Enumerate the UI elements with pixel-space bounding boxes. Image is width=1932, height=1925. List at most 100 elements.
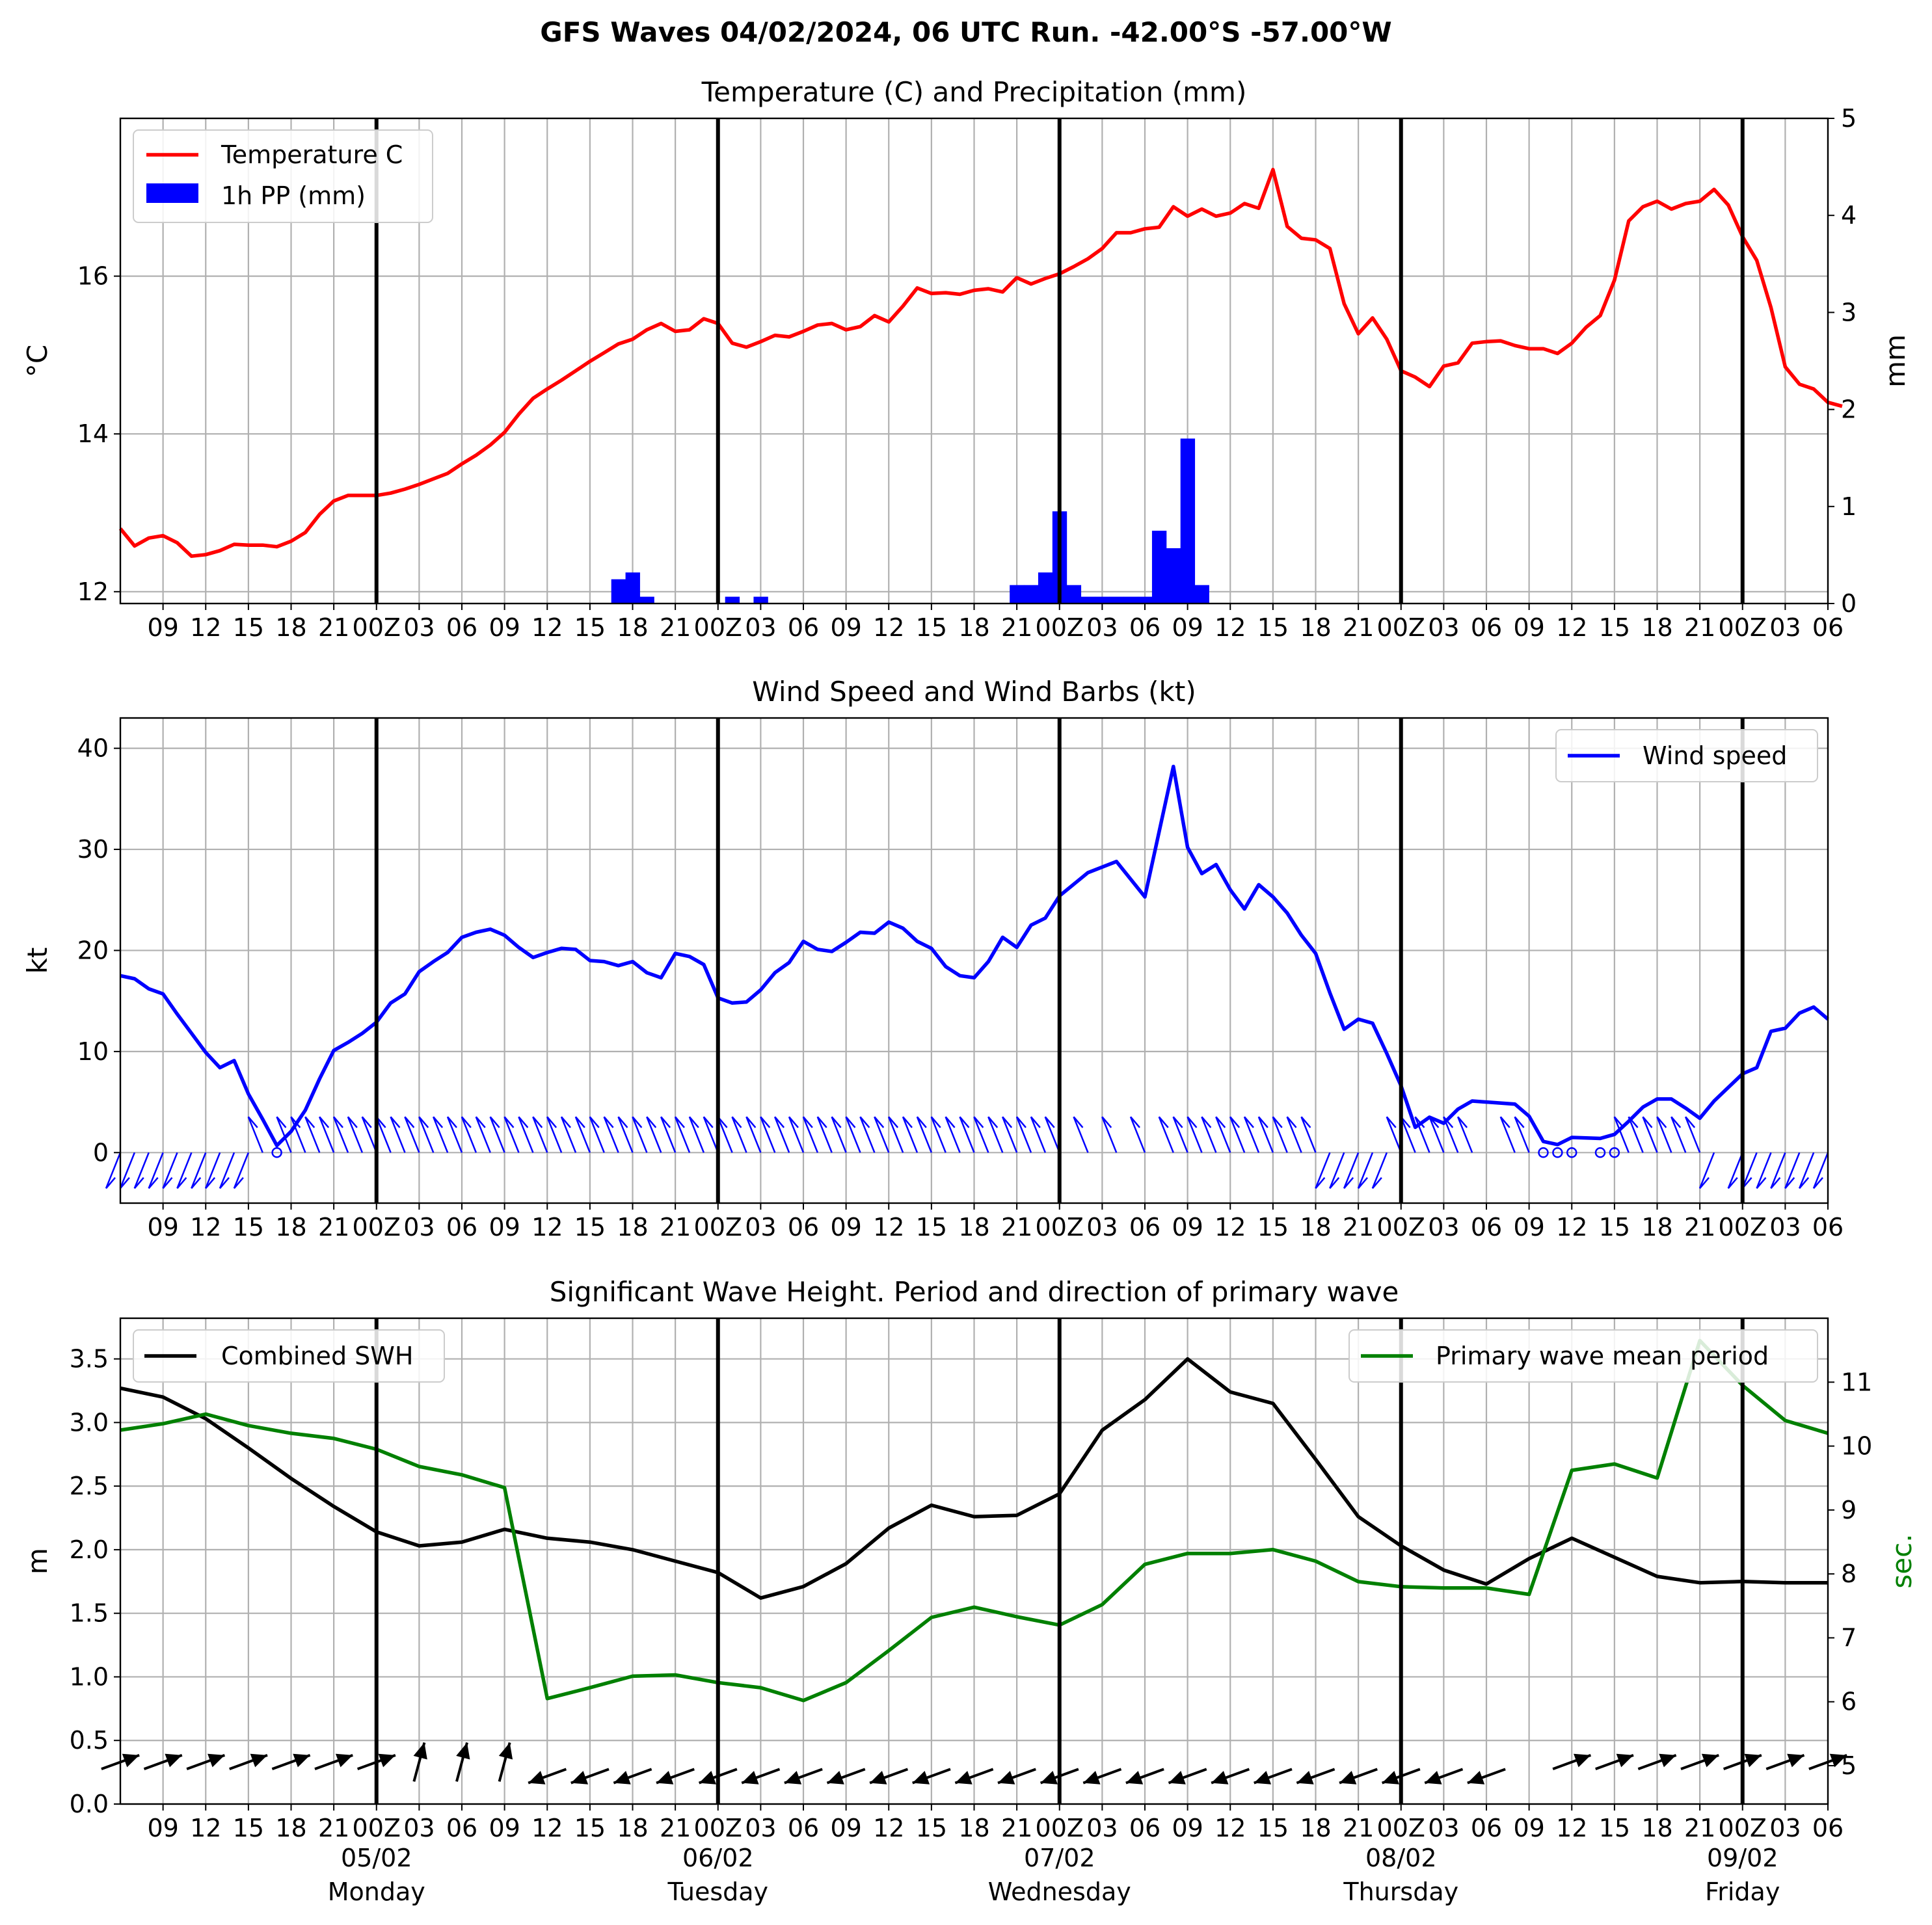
- wind-barb: [916, 1116, 933, 1153]
- legend-box: [133, 1329, 445, 1383]
- day-date-label: 05/02: [341, 1844, 412, 1872]
- wind-barb-flag: [1300, 1116, 1311, 1128]
- day-weekday-label: Monday: [328, 1878, 425, 1906]
- wave-direction-arrowhead: [1701, 1753, 1719, 1768]
- wind-barb-flag: [745, 1116, 757, 1128]
- wind-barb-flag: [1656, 1116, 1667, 1128]
- wind-barb-flag: [1699, 1176, 1710, 1189]
- wave-direction-arrowhead: [293, 1753, 310, 1768]
- x-tick-label: 18: [1641, 1213, 1672, 1241]
- wind-barb: [361, 1116, 377, 1153]
- x-tick-label: 15: [574, 613, 606, 642]
- y-tick-label: 0.0: [70, 1790, 109, 1818]
- x-tick-label: 06: [788, 1814, 819, 1842]
- wind-barb-flag: [760, 1116, 771, 1128]
- wind-barb: [1229, 1116, 1246, 1153]
- wind-barb-flag: [1670, 1116, 1682, 1128]
- wind-barb: [1030, 1116, 1047, 1153]
- wind-barb: [1329, 1152, 1345, 1189]
- wave-direction-arrowhead: [250, 1753, 268, 1768]
- wind-barb: [1628, 1116, 1644, 1153]
- wind-barb-flag: [703, 1116, 714, 1128]
- wind-barb-flag: [1770, 1176, 1781, 1189]
- wind-barb: [1798, 1152, 1815, 1189]
- wind-barb: [204, 1152, 221, 1189]
- x-tick-label: 18: [1641, 1814, 1672, 1842]
- y-right-tick-label: 10: [1841, 1432, 1872, 1461]
- wind-barb-flag: [959, 1116, 970, 1128]
- wind-barb-flag: [176, 1176, 187, 1189]
- wind-barb-flag: [987, 1116, 999, 1128]
- wind-barb-flag: [418, 1116, 429, 1128]
- wind-barb-flag: [1172, 1116, 1183, 1128]
- wind-barb-flag: [304, 1116, 315, 1128]
- x-tick-label: 18: [275, 1213, 306, 1241]
- wave-direction-arrowhead: [570, 1771, 589, 1785]
- wind-barb-flag: [774, 1116, 785, 1128]
- precip-bar: [1166, 548, 1181, 604]
- wind-barb-flag: [361, 1116, 372, 1128]
- wave-direction-arrowhead: [1616, 1753, 1634, 1768]
- wave-direction-arrowhead: [742, 1771, 759, 1785]
- wind-barb: [1613, 1116, 1630, 1153]
- wave-direction-arrowhead: [1787, 1753, 1805, 1768]
- x-tick-label: 03: [1769, 1213, 1801, 1241]
- x-tick-label: 09: [489, 1213, 520, 1241]
- wind-barb: [788, 1116, 805, 1153]
- wind-barb: [133, 1152, 150, 1189]
- y-right-tick-label: 7: [1841, 1623, 1857, 1652]
- day-weekday-label: Tuesday: [667, 1878, 768, 1906]
- wind-barb: [1642, 1116, 1658, 1153]
- wind-barb-flag: [973, 1116, 984, 1128]
- x-tick-label: 12: [190, 1213, 221, 1241]
- x-tick-label: 00Z: [353, 1814, 401, 1842]
- wind-barb-flag: [233, 1176, 244, 1189]
- x-tick-label: 03: [1086, 613, 1118, 642]
- wind-barb-flag: [1215, 1116, 1226, 1128]
- wind-barb-flag: [247, 1116, 258, 1128]
- precip-bar: [1180, 438, 1196, 604]
- wind-barb: [1514, 1116, 1530, 1153]
- y-axis-label: kt: [21, 948, 53, 974]
- y-tick-label: 3.0: [70, 1408, 109, 1437]
- precip-bar: [1010, 585, 1025, 604]
- wind-barb-flag: [1257, 1116, 1268, 1128]
- x-tick-label: 03: [745, 1814, 776, 1842]
- wind-barb: [1357, 1152, 1374, 1189]
- series-line-0: [118, 168, 1843, 558]
- wind-barb: [1044, 1116, 1060, 1153]
- wind-barb-flag: [646, 1116, 657, 1128]
- wave-direction-arrowhead: [1040, 1771, 1058, 1785]
- x-tick-label: 21: [1343, 613, 1374, 642]
- wind-barb: [717, 1116, 733, 1153]
- x-tick-label: 09: [147, 613, 178, 642]
- wind-barb-flag: [874, 1116, 885, 1128]
- wave-direction-arrowhead: [1211, 1771, 1229, 1785]
- wind-barb: [831, 1116, 847, 1153]
- x-tick-label: 21: [1684, 1213, 1715, 1241]
- wind-barb: [1698, 1152, 1715, 1189]
- wind-barb: [1257, 1116, 1274, 1153]
- wind-barb-flag: [1358, 1176, 1368, 1189]
- chart-suptitle: GFS Waves 04/02/2024, 06 UTC Run. -42.00…: [540, 16, 1392, 48]
- wind-barb-flag: [1457, 1116, 1468, 1128]
- wind-barb: [617, 1116, 634, 1153]
- wind-barb-flag: [831, 1116, 842, 1128]
- precip-bar: [1038, 572, 1053, 604]
- precip-bar: [611, 579, 626, 604]
- wind-barb-flag: [1685, 1116, 1696, 1128]
- x-tick-label: 12: [1214, 1213, 1246, 1241]
- x-tick-label: 09: [830, 1213, 861, 1241]
- x-tick-label: 21: [660, 1814, 691, 1842]
- wind-barb: [660, 1116, 677, 1153]
- wind-barb: [1129, 1116, 1146, 1153]
- x-tick-label: 00Z: [353, 1213, 401, 1241]
- x-tick-label: 15: [916, 1814, 947, 1842]
- panel-title: Temperature (C) and Precipitation (mm): [701, 76, 1247, 108]
- x-tick-label: 03: [1428, 613, 1459, 642]
- wind-barb: [902, 1116, 919, 1153]
- x-tick-label: 03: [1769, 613, 1801, 642]
- wind-barb-flag: [105, 1176, 116, 1189]
- wind-barb-flag: [916, 1116, 927, 1128]
